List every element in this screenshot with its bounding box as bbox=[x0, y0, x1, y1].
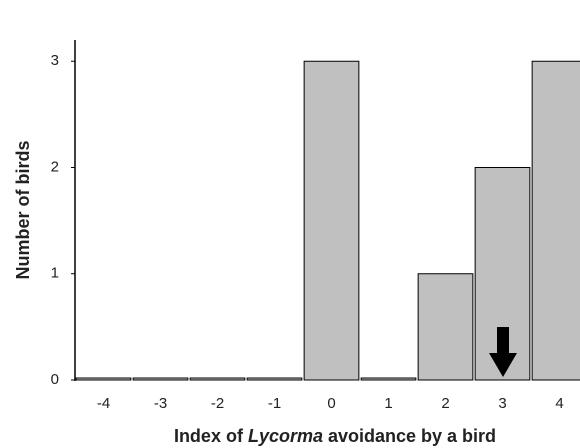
x-tick-label: 2 bbox=[441, 395, 449, 412]
bar bbox=[531, 60, 580, 381]
plot-area bbox=[75, 60, 580, 381]
x-axis-label: Index of Lycorma avoidance by a bird bbox=[174, 426, 496, 446]
bar bbox=[303, 60, 360, 381]
x-tick-label: 0 bbox=[327, 395, 335, 412]
y-tick-label: 0 bbox=[51, 371, 59, 388]
bar bbox=[417, 273, 474, 381]
x-axis-label-part: Lycorma bbox=[248, 426, 323, 446]
bar bbox=[246, 377, 303, 381]
x-tick-label: 4 bbox=[555, 395, 563, 412]
x-tick-label: -2 bbox=[211, 395, 224, 412]
x-axis-label-part: Index of bbox=[174, 426, 248, 446]
x-tick-label: 1 bbox=[384, 395, 392, 412]
y-tick-label: 1 bbox=[51, 265, 59, 282]
bar bbox=[189, 377, 246, 381]
x-tick-label: -3 bbox=[154, 395, 167, 412]
bar bbox=[360, 377, 417, 381]
y-tick-label: 3 bbox=[51, 52, 59, 69]
x-tick-label: -1 bbox=[268, 395, 281, 412]
y-axis-label: Number of birds bbox=[13, 140, 33, 279]
bar bbox=[132, 377, 189, 381]
y-tick-label: 2 bbox=[51, 158, 59, 175]
arrow bbox=[489, 327, 517, 377]
x-axis-label-part: avoidance by a bird bbox=[323, 426, 496, 446]
x-tick-label: 3 bbox=[498, 395, 506, 412]
bar bbox=[75, 377, 132, 381]
x-tick-label: -4 bbox=[97, 395, 110, 412]
